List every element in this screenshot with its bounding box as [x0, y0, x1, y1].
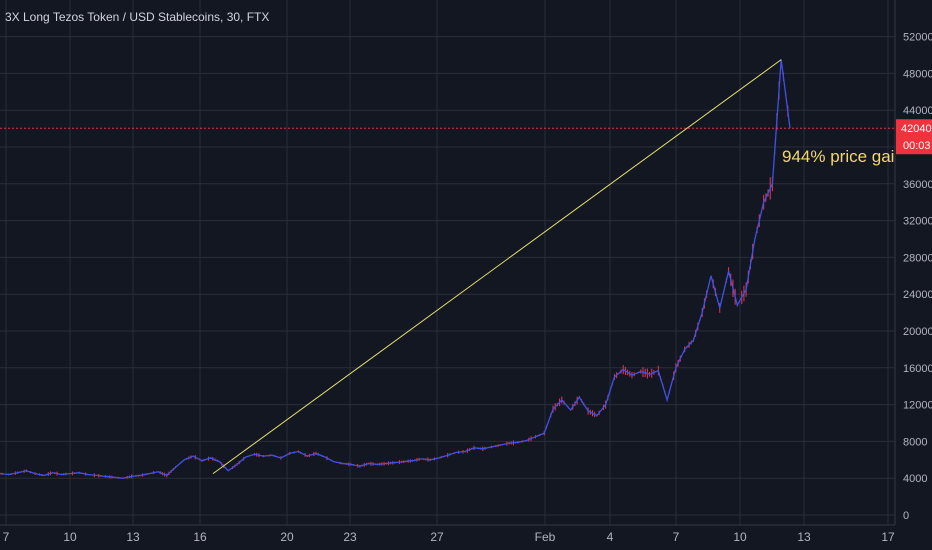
x-tick-label: 13: [126, 530, 140, 544]
y-tick-label: 8000: [903, 436, 927, 448]
y-tick-label: 28000: [903, 252, 932, 264]
y-tick-label: 24000: [903, 289, 932, 301]
y-tick-label: 0: [903, 510, 909, 522]
y-tick-label: 12000: [903, 400, 932, 412]
x-tick-label: 23: [343, 530, 357, 544]
x-tick-label: 10: [733, 530, 747, 544]
price-line: [0, 59, 791, 479]
price-gain-annotation: 944% price gai: [782, 147, 894, 166]
current-price-label: 42040: [901, 123, 932, 135]
y-tick-label: 36000: [903, 179, 932, 191]
y-tick-label: 16000: [903, 363, 932, 375]
plot-area[interactable]: [0, 59, 791, 479]
x-tick-label: 4: [607, 530, 614, 544]
x-tick-label: 10: [63, 530, 77, 544]
countdown-label: 00:03: [903, 140, 931, 152]
vertical-gridlines: [5, 0, 889, 525]
y-tick-label: 20000: [903, 326, 932, 338]
trend-line[interactable]: [212, 59, 782, 475]
y-tick-label: 44000: [903, 105, 932, 117]
current-price-tag: [896, 119, 932, 155]
x-tick-label: 7: [673, 530, 680, 544]
x-tick-label: 13: [797, 530, 811, 544]
y-tick-label: 32000: [903, 216, 932, 228]
x-tick-label: 20: [280, 530, 294, 544]
current-price-marker: 42040 00:03: [0, 119, 932, 155]
x-tick-label: 17: [881, 530, 895, 544]
x-tick-label: 16: [193, 530, 207, 544]
time-axis[interactable]: 7 10 13 16 20 23 27 Feb 4 7 10 13 17: [0, 524, 895, 544]
y-tick-label: 48000: [903, 68, 932, 80]
horizontal-gridlines: [0, 36, 895, 516]
x-tick-label: Feb: [535, 530, 556, 544]
chart-title: 3X Long Tezos Token / USD Stablecoins, 3…: [5, 10, 269, 24]
y-tick-label: 4000: [903, 473, 927, 485]
y-tick-label: 52000: [903, 32, 932, 44]
x-tick-label: 7: [3, 530, 10, 544]
x-tick-label: 27: [430, 530, 444, 544]
